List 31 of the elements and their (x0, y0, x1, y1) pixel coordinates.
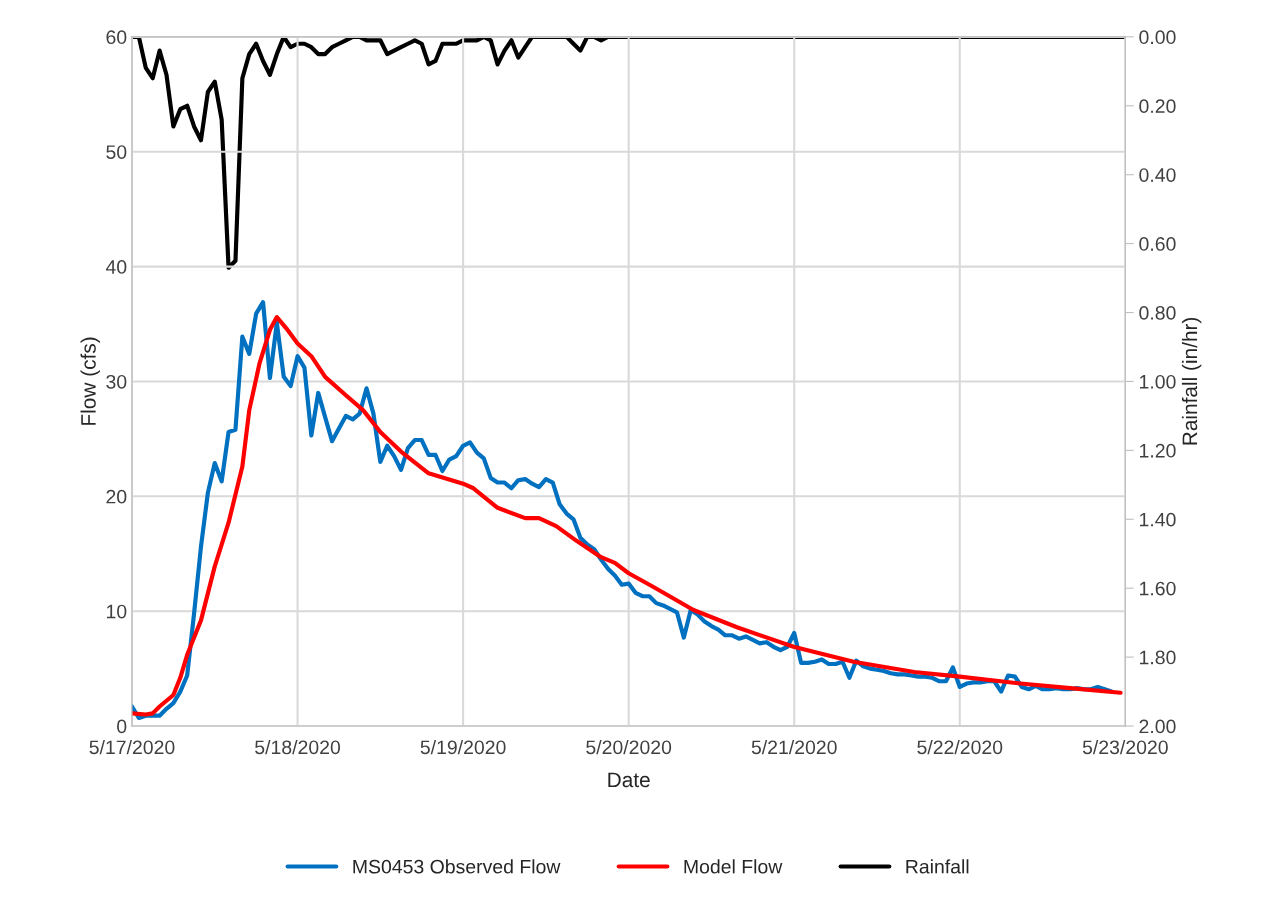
y2-tick-label: 2.00 (1139, 719, 1176, 734)
x-tick-label: 5/21/2020 (751, 739, 837, 755)
x-tick-label: 5/19/2020 (420, 739, 506, 755)
y2-tick-label: 1.80 (1140, 650, 1176, 665)
y-axis-title: Flow (cfs) (80, 337, 100, 425)
x-axis-title: Date (608, 772, 650, 788)
x-tick-label: 5/17/2020 (89, 739, 175, 755)
y2-tick-label: 0.60 (1139, 237, 1176, 251)
y-tick-label: 60 (106, 30, 127, 45)
x-tick-label: 5/23/2020 (1082, 739, 1168, 755)
y-tick-label: 20 (106, 489, 127, 504)
y2-tick-label: 1.20 (1140, 443, 1176, 458)
legend-label: Model Flow (684, 859, 783, 874)
y2-tick-label: 1.60 (1140, 581, 1176, 596)
y2-tick-label: 0.80 (1139, 306, 1176, 320)
y-tick-label: 0 (117, 719, 127, 734)
x-tick-label: 5/20/2020 (586, 739, 672, 755)
y2-tick-label: 1.00 (1140, 374, 1176, 389)
y2-tick-label: 0.20 (1139, 99, 1176, 114)
x-tick-label: 5/18/2020 (255, 739, 341, 755)
y2-tick-label: 0.00 (1139, 30, 1176, 45)
y2-tick-label: 1.40 (1140, 512, 1176, 527)
x-tick-label: 5/22/2020 (917, 739, 1003, 755)
legend-label: Rainfall (906, 859, 969, 874)
y-tick-label: 40 (105, 260, 127, 274)
y-tick-label: 30 (106, 374, 127, 389)
y2-axis-title: Rainfall (in/hr) (1181, 317, 1202, 445)
legend-label: MS0453 Observed Flow (353, 859, 561, 874)
y-tick-label: 10 (106, 604, 127, 619)
y2-tick-label: 0.40 (1139, 168, 1176, 182)
y-tick-label: 50 (106, 145, 127, 159)
